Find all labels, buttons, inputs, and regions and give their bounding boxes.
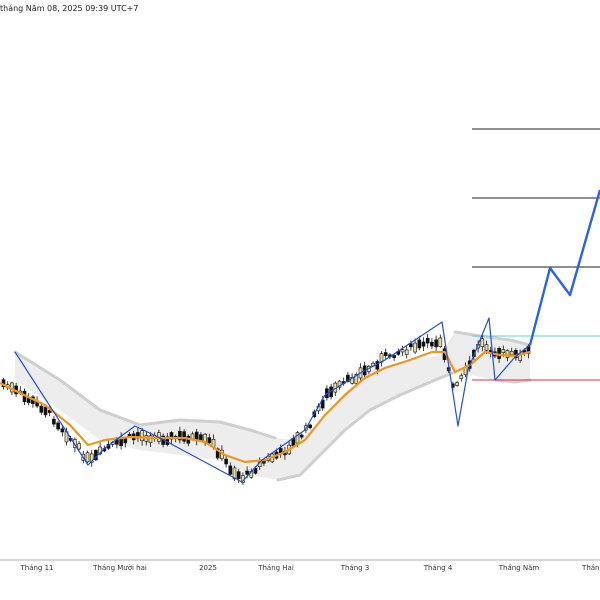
candle-body <box>140 430 144 442</box>
candle-body <box>253 467 258 474</box>
candle-body <box>505 350 510 358</box>
candle-body <box>350 377 354 384</box>
candle-body <box>56 422 60 430</box>
candle-body <box>73 439 77 448</box>
candle-body <box>228 465 233 475</box>
x-tick-label: 2025 <box>199 564 217 572</box>
channel-band <box>15 332 530 480</box>
candle-body <box>413 342 417 353</box>
candle-body <box>509 351 514 355</box>
candle-body <box>178 431 182 441</box>
candle-body <box>404 349 409 355</box>
ema-line <box>0 350 531 464</box>
x-tick-label: Tháng 3 <box>340 564 370 572</box>
x-tick-label: Tháng <box>581 564 600 572</box>
candle-body <box>430 341 434 347</box>
candle-body <box>421 341 426 347</box>
candle-body <box>409 343 413 348</box>
candle-body <box>480 338 485 348</box>
candle-body <box>52 418 56 425</box>
candle-body <box>337 380 342 388</box>
candle-body <box>501 349 506 354</box>
candle-body <box>299 434 304 438</box>
candle-body <box>354 374 359 384</box>
candle-body <box>77 443 81 450</box>
candle-body <box>484 344 489 351</box>
candle-body <box>207 437 212 444</box>
candle-body <box>224 458 228 465</box>
candle-body <box>434 339 438 348</box>
candle-body <box>425 337 430 344</box>
candle-body <box>459 375 464 379</box>
x-axis-labels: Tháng 11 Tháng Mười hai 2025 Tháng Hai Tháng… <box>19 564 600 572</box>
candle-body <box>295 432 300 444</box>
candle-body <box>346 374 350 382</box>
candle-body <box>455 382 459 386</box>
zigzag-pattern <box>14 317 531 483</box>
channel-lower-line <box>276 370 532 482</box>
candle-body <box>60 428 65 433</box>
candle-body <box>98 446 102 455</box>
candle-body <box>438 337 443 347</box>
chart-timestamp: tháng Năm 08, 2025 09:39 UTC+7 <box>0 4 139 13</box>
candle-body <box>308 424 312 429</box>
candle-body <box>148 435 153 443</box>
candle-body <box>400 349 405 353</box>
x-tick-label: Tháng 11 <box>19 564 53 572</box>
candle-body <box>417 339 422 349</box>
candle-body <box>123 438 128 444</box>
candle-body <box>85 452 90 463</box>
x-tick-label: Tháng 4 <box>423 564 453 572</box>
candle-body <box>375 361 380 370</box>
candle-body <box>199 434 203 441</box>
candle-body <box>39 405 44 413</box>
projection-path <box>528 189 600 346</box>
channel-upper-line <box>13 330 532 440</box>
x-tick-label: Tháng Mười hai <box>92 564 147 572</box>
candle-body <box>236 471 241 479</box>
candle-body <box>169 432 174 440</box>
candle-body <box>514 350 518 359</box>
candle-body <box>215 448 220 459</box>
candle-body <box>89 453 94 463</box>
candle-body <box>392 355 396 358</box>
x-tick-label: Tháng Năm <box>498 564 540 572</box>
x-tick-label: Tháng Hai <box>257 564 294 572</box>
candle-body <box>182 431 186 442</box>
candle-body <box>43 406 48 416</box>
candle-body <box>383 352 388 357</box>
candle-body <box>245 470 249 475</box>
